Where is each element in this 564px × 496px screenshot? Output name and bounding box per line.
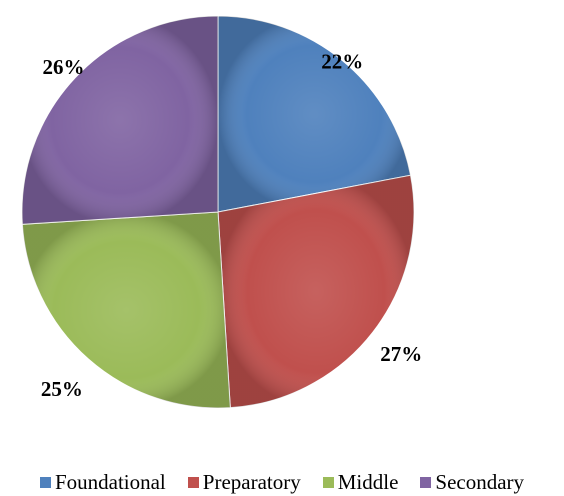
- legend-item-middle: Middle: [322, 469, 399, 495]
- legend-swatch-middle: [322, 476, 334, 488]
- legend-swatch-secondary: [420, 476, 432, 488]
- pie-slices: [21, 15, 415, 409]
- data-label-preparatory: 27%: [380, 342, 422, 366]
- legend: Foundational Preparatory Middle Secondary: [0, 468, 564, 496]
- legend-label-secondary: Secondary: [435, 469, 525, 494]
- pie-slice-shading-secondary: [21, 16, 218, 225]
- pie-chart: 22% 27% 25% 26%: [21, 15, 422, 409]
- legend-swatch-preparatory: [187, 476, 199, 488]
- legend-label-preparatory: Preparatory: [202, 469, 301, 494]
- pie-slice-shading-foundational: [218, 16, 411, 212]
- legend-item-preparatory: Preparatory: [187, 469, 301, 495]
- legend-label-foundational: Foundational: [54, 469, 166, 494]
- pie-slice-shading-middle: [22, 212, 231, 408]
- legend-label-middle: Middle: [337, 469, 399, 494]
- legend-item-foundational: Foundational: [39, 469, 166, 495]
- legend-item-secondary: Secondary: [420, 470, 524, 495]
- legend-swatch-foundational: [39, 476, 51, 488]
- pie-slice-shading-preparatory: [218, 175, 414, 408]
- pie-data-labels: 22% 27% 25% 26%: [41, 50, 422, 401]
- data-label-middle: 25%: [41, 377, 83, 401]
- data-label-secondary: 26%: [43, 55, 85, 79]
- data-label-foundational: 22%: [321, 50, 363, 74]
